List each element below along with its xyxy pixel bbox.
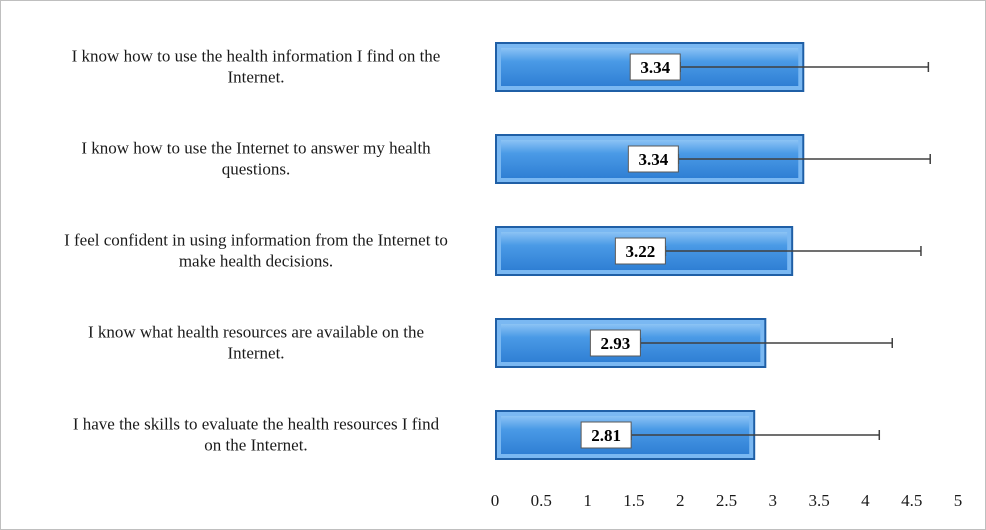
x-tick-label: 3.5	[808, 491, 829, 510]
category-label-line: I know what health resources are availab…	[88, 323, 424, 342]
bar-row: 3.34	[495, 134, 931, 184]
x-tick-label: 3	[769, 491, 778, 510]
data-label: 2.93	[601, 334, 631, 353]
data-label: 2.81	[591, 426, 621, 445]
bar-row: 2.93	[495, 318, 894, 368]
category-label-line: Internet.	[227, 68, 284, 87]
category-label: I know what health resources are availab…	[88, 323, 424, 363]
data-label: 3.34	[640, 58, 670, 77]
category-label: I feel confident in using information fr…	[64, 231, 448, 271]
category-label-line: I know how to use the health information…	[72, 47, 441, 66]
bar-row: 3.22	[495, 226, 922, 276]
category-label-line: I know how to use the Internet to answer…	[81, 139, 431, 158]
x-tick-label: 1	[583, 491, 592, 510]
category-label-line: questions.	[222, 160, 290, 179]
x-tick-label: 0.5	[531, 491, 552, 510]
category-label-line: make health decisions.	[179, 252, 333, 271]
x-tick-label: 1.5	[623, 491, 644, 510]
category-label-line: Internet.	[227, 344, 284, 363]
category-label-line: I feel confident in using information fr…	[64, 231, 448, 250]
data-label: 3.34	[638, 150, 668, 169]
category-label: I have the skills to evaluate the health…	[73, 415, 440, 455]
data-label-box	[629, 53, 681, 81]
x-tick-label: 4.5	[901, 491, 922, 510]
data-label-box	[589, 329, 641, 357]
x-tick-label: 4	[861, 491, 870, 510]
x-axis: 0 0.5 1 1.5 2 2.5 3 3.5 4 4.5 5	[491, 491, 963, 510]
x-tick-label: 2	[676, 491, 685, 510]
x-tick-label: 0	[491, 491, 500, 510]
bars-group: 3.34 3.34 3.22 2.93 2.81	[495, 42, 931, 460]
data-label-box	[614, 237, 666, 265]
data-label-box	[627, 145, 679, 173]
category-labels-group: I know how to use the health information…	[64, 47, 448, 455]
category-label-line: on the Internet.	[204, 436, 307, 455]
category-label: I know how to use the health information…	[72, 47, 441, 87]
x-tick-label: 5	[954, 491, 963, 510]
x-tick-label: 2.5	[716, 491, 737, 510]
data-label: 3.22	[626, 242, 656, 261]
bar-row: 3.34	[495, 42, 930, 92]
data-label-box	[580, 421, 632, 449]
category-label-line: I have the skills to evaluate the health…	[73, 415, 440, 434]
category-label: I know how to use the Internet to answer…	[81, 139, 431, 179]
bar-row: 2.81	[495, 410, 881, 460]
